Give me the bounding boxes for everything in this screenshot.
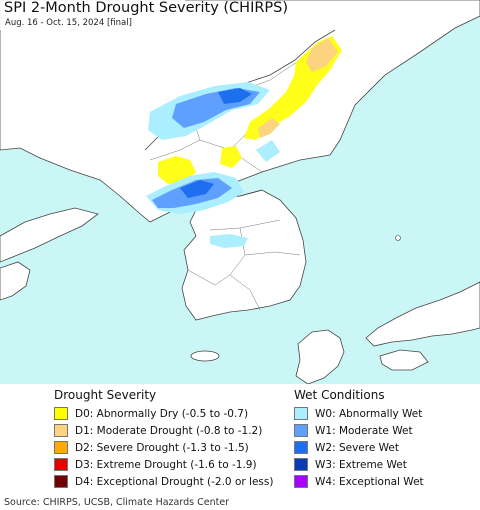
legend-item-w3: W3: Extreme Wet (294, 457, 407, 474)
legend-item-d4: D4: Exceptional Drought (-2.0 or less) (54, 474, 273, 491)
province-borders-south (187, 219, 301, 311)
legend-label-w2: W2: Severe Wet (315, 442, 399, 454)
drought-map (0, 0, 480, 384)
ulleung-island (395, 235, 401, 241)
jeju-island (190, 350, 220, 362)
wet-w0-east (256, 140, 280, 162)
legend-label-w0: W0: Abnormally Wet (315, 408, 423, 420)
legend-swatch-d0 (54, 407, 68, 420)
legend-label-w4: W4: Exceptional Wet (315, 476, 424, 488)
drought-legend-heading: Drought Severity (54, 388, 157, 402)
legend-item-w2: W2: Severe Wet (294, 440, 399, 457)
legend-item-d3: D3: Extreme Drought (-1.6 to -1.9) (54, 457, 257, 474)
legend-label-w3: W3: Extreme Wet (315, 459, 407, 471)
legend-label-d1: D1: Moderate Drought (-0.8 to -1.2) (75, 425, 263, 437)
legend-label-w1: W1: Moderate Wet (315, 425, 413, 437)
legend-item-w1: W1: Moderate Wet (294, 423, 413, 440)
source-credit: Source: CHIRPS, UCSB, Climate Hazards Ce… (4, 497, 230, 508)
legend-item-d2: D2: Severe Drought (-1.3 to -1.5) (54, 440, 249, 457)
wet-w0-seoul (210, 234, 248, 248)
legend-swatch-w4 (294, 475, 308, 488)
drought-d1-northeast (306, 38, 338, 72)
legend-item-w0: W0: Abnormally Wet (294, 406, 422, 423)
page-subtitle: Aug. 16 - Oct. 15, 2024 [final] (5, 18, 132, 28)
wet-legend: Wet Conditions W0: Abnormally Wet W1: Mo… (294, 388, 424, 491)
legend-label-d2: D2: Severe Drought (-1.3 to -1.5) (75, 442, 249, 454)
legend-swatch-w0 (294, 407, 308, 420)
japan-honshu (365, 281, 480, 347)
wet-legend-heading: Wet Conditions (294, 388, 385, 402)
legend-swatch-d4 (54, 475, 68, 488)
japan-kyushu (295, 329, 345, 384)
legend-label-d3: D3: Extreme Drought (-1.6 to -1.9) (75, 459, 257, 471)
title-box: SPI 2-Month Drought Severity (CHIRPS) Au… (0, 0, 288, 30)
drought-d1-coast (258, 118, 280, 138)
legend-swatch-w1 (294, 424, 308, 437)
legend-label-d0: D0: Abnormally Dry (-0.5 to -0.7) (75, 408, 249, 420)
japan-shikoku (379, 349, 429, 371)
drought-d0-central (220, 146, 242, 168)
legend-swatch-w3 (294, 458, 308, 471)
legend-swatch-w2 (294, 441, 308, 454)
wet-w2-southwest (180, 180, 214, 198)
drought-legend: Drought Severity D0: Abnormally Dry (-0.… (54, 388, 273, 491)
legend-swatch-d1 (54, 424, 68, 437)
legend-label-d4: D4: Exceptional Drought (-2.0 or less) (75, 476, 274, 488)
jiangsu-coast (0, 261, 31, 301)
legend-item-w4: W4: Exceptional Wet (294, 474, 424, 491)
legend-swatch-d3 (54, 458, 68, 471)
legend-item-d0: D0: Abnormally Dry (-0.5 to -0.7) (54, 406, 248, 423)
drought-d0-west (158, 156, 196, 184)
wet-w2-north (218, 88, 252, 104)
shandong-peninsula (0, 207, 99, 263)
legend-swatch-d2 (54, 441, 68, 454)
page-title: SPI 2-Month Drought Severity (CHIRPS) (4, 0, 289, 16)
legend-item-d1: D1: Moderate Drought (-0.8 to -1.2) (54, 423, 262, 440)
